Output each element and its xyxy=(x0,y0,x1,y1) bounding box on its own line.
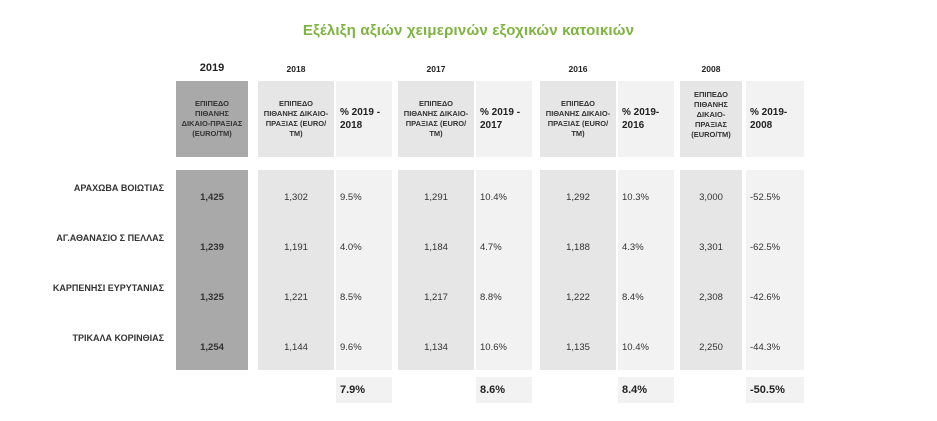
cell-p2017: 10.4% xyxy=(480,192,507,203)
chart-title: Εξέλιξη αξιών χειμερινών εξοχικών κατοικ… xyxy=(302,22,635,39)
cell-p2016: 10.3% xyxy=(622,192,649,203)
cell-p2008: -44.3% xyxy=(750,342,781,353)
total-p2008: -50.5% xyxy=(750,384,785,396)
value-header-2016: ΕΠΙΠΕΔΟ ΠΙΘΑΝΗΣ ΔΙΚΑΙΟ-ΠΡΑΞΙΑΣ (euro/τμ) xyxy=(545,99,611,138)
row-label-trikala: ΤΡΙΚΑΛΑ ΚΟΡΙΝΘΙΑΣ xyxy=(72,333,165,343)
col-pct2016-body-bg xyxy=(618,170,674,370)
cell-v2019: 1,325 xyxy=(200,292,224,303)
cell-v2016: 1,135 xyxy=(566,342,590,353)
value-header-2019: ΕΠΙΠΕΔΟ ΠΙΘΑΝΗΣ ΔΙΚΑΙΟ-ΠΡΑΞΙΑΣ (euro/τμ) xyxy=(181,99,243,138)
cell-v2008: 3,301 xyxy=(699,242,723,253)
cell-v2017: 1,291 xyxy=(424,192,448,203)
total-2008-bg xyxy=(746,377,804,403)
col-pct2008-bg xyxy=(746,81,804,157)
cell-v2019: 1,425 xyxy=(200,192,224,203)
pct-header-2017: % 2019 - 2017 xyxy=(480,107,521,131)
col-pct2008-body-bg xyxy=(746,170,804,370)
col-2017-bg xyxy=(398,81,474,157)
cell-p2016: 8.4% xyxy=(622,292,644,303)
year-2019: 2019 xyxy=(199,62,225,74)
total-2017-bg xyxy=(476,377,532,403)
cell-v2017: 1,184 xyxy=(424,242,448,253)
col-2016-bg xyxy=(540,81,616,157)
total-p2016: 8.4% xyxy=(622,384,648,396)
col-2019-body-bg xyxy=(176,170,248,370)
pct-header-2018: % 2019 - 2018 xyxy=(340,107,381,131)
total-2016-bg xyxy=(618,377,674,403)
year-2016: 2016 xyxy=(568,64,588,74)
total-2018-bg xyxy=(336,377,392,403)
total-p2017: 8.6% xyxy=(480,384,506,396)
cell-p2017: 8.8% xyxy=(480,292,502,303)
row-label-arachova: ΑΡΑΧΩΒΑ ΒΟΙΩΤΙΑΣ xyxy=(73,183,164,193)
col-pct2018-bg xyxy=(336,81,392,157)
cell-v2018: 1,144 xyxy=(284,342,308,353)
cell-p2008: -62.5% xyxy=(750,242,781,253)
cell-v2016: 1,188 xyxy=(566,242,590,253)
col-2017-body-bg xyxy=(398,170,474,370)
row-label-ag-athanasios: ΑΓ.ΑΘΑΝΑΣΙΟ Σ ΠΕΛΛΑΣ xyxy=(56,233,164,243)
year-2017: 2017 xyxy=(426,64,446,74)
cell-v2018: 1,221 xyxy=(284,292,308,303)
col-2018-bg xyxy=(258,81,334,157)
value-header-2008: ΕΠΙΠΕΔΟ ΠΙΘΑΝΗΣ ΔΙΚΑΙΟ-ΠΡΑΞΙΑΣ (euro/τμ) xyxy=(691,90,731,139)
row-label-karpenisi: ΚΑΡΠΕΝΗΣΙ ΕΥΡΥΤΑΝΙΑΣ xyxy=(52,283,164,293)
total-p2018: 7.9% xyxy=(340,384,366,396)
cell-v2018: 1,302 xyxy=(284,192,308,203)
col-2018-body-bg xyxy=(258,170,334,370)
cell-v2008: 3,000 xyxy=(699,192,723,203)
col-pct2017-bg xyxy=(476,81,532,157)
cell-v2008: 2,250 xyxy=(699,342,723,353)
cell-p2017: 4.7% xyxy=(480,242,502,253)
cell-v2019: 1,254 xyxy=(200,342,224,353)
cell-p2018: 8.5% xyxy=(340,292,362,303)
col-pct2018-body-bg xyxy=(336,170,392,370)
year-2018: 2018 xyxy=(286,64,306,74)
pct-header-2008: % 2019-2008 xyxy=(750,107,788,131)
cell-v2018: 1,191 xyxy=(284,242,308,253)
pct-header-2016: % 2019-2016 xyxy=(622,107,660,131)
col-2008-bg xyxy=(680,81,742,157)
cell-p2018: 9.5% xyxy=(340,192,362,203)
col-pct2017-body-bg xyxy=(476,170,532,370)
cell-v2016: 1,292 xyxy=(566,192,590,203)
cell-p2008: -52.5% xyxy=(750,192,781,203)
col-2019-bg xyxy=(176,81,248,157)
value-header-2018: ΕΠΙΠΕΔΟ ΠΙΘΑΝΗΣ ΔΙΚΑΙΟ-ΠΡΑΞΙΑΣ (euro/τμ) xyxy=(263,99,329,138)
year-2008: 2008 xyxy=(701,64,721,74)
cell-p2018: 9.6% xyxy=(340,342,362,353)
col-2016-body-bg xyxy=(540,170,616,370)
cell-p2017: 10.6% xyxy=(480,342,507,353)
col-pct2016-bg xyxy=(618,81,674,157)
cell-v2017: 1,134 xyxy=(424,342,448,353)
col-2008-body-bg xyxy=(680,170,742,370)
cell-p2016: 4.3% xyxy=(622,242,644,253)
cell-p2016: 10.4% xyxy=(622,342,649,353)
cell-v2016: 1,222 xyxy=(566,292,590,303)
cell-v2019: 1,239 xyxy=(200,242,224,253)
value-header-2017: ΕΠΙΠΕΔΟ ΠΙΘΑΝΗΣ ΔΙΚΑΙΟ-ΠΡΑΞΙΑΣ (euro/τμ) xyxy=(403,99,469,138)
cell-v2017: 1,217 xyxy=(424,292,448,303)
cell-p2018: 4.0% xyxy=(340,242,362,253)
cell-v2008: 2,308 xyxy=(699,292,723,303)
cell-p2008: -42.6% xyxy=(750,292,781,303)
